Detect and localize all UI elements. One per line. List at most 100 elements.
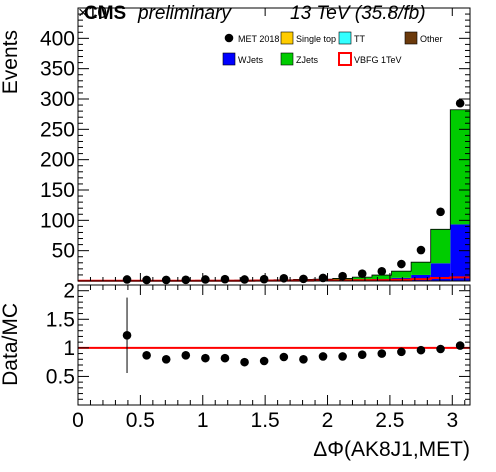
legend-label: VBFG 1TeV [354, 55, 402, 65]
legend-entry: Other [404, 31, 443, 45]
ratio-point [455, 341, 465, 350]
data-point [259, 274, 269, 284]
ratio-points [122, 297, 465, 373]
bar-zjets [391, 271, 412, 278]
legend-entry: WJets [222, 52, 264, 66]
bar-wjets [430, 263, 451, 281]
data-point [181, 275, 191, 285]
lumi-label: 13 TeV (35.8/fb) [290, 3, 426, 24]
bottom-ticks: 0.5 1 1.5 2 0 0.5 1 1.5 2 2.5 3 [46, 280, 470, 432]
legend-swatch [222, 52, 236, 66]
y-tick-label: 50 [52, 240, 75, 263]
legend-label: MET 2018 [238, 34, 279, 44]
legend-label: ZJets [296, 55, 319, 65]
legend-entry: VBFG 1TeV [338, 52, 402, 66]
y-tick-label: 350 [40, 58, 75, 81]
cms-label: CMS [84, 3, 126, 24]
bar-zjets [411, 262, 431, 275]
exponent-label: ×10 [78, 3, 107, 22]
data-point [240, 275, 249, 284]
y-tick-label: 400 [40, 27, 75, 50]
bottom-plot-frame [77, 284, 471, 406]
data-point [318, 273, 328, 283]
data-point [397, 259, 406, 269]
x-tick-label: 1.5 [251, 409, 280, 432]
legend-label: WJets [238, 55, 264, 65]
bottom-frame [77, 284, 471, 406]
y-tick-label: 150 [40, 179, 75, 202]
top-stack-bars [78, 109, 470, 282]
bar-zjets [450, 109, 470, 225]
ratio-point [122, 330, 132, 340]
ratio-point [279, 352, 289, 362]
ratio-y-tick-label: 2 [63, 280, 75, 303]
bar-wjets [411, 274, 431, 281]
legend-swatch [280, 31, 294, 45]
bar-zjets [352, 277, 372, 280]
data-point [455, 98, 465, 108]
ratio-point [338, 352, 347, 361]
ratio-point [201, 353, 210, 363]
ratio-point [397, 347, 406, 357]
x-tick-label: 2 [322, 409, 334, 432]
legend-swatch [280, 52, 294, 66]
bar-zjets [371, 275, 392, 280]
legend-entry: TT [338, 31, 365, 45]
ratio-point [357, 350, 367, 360]
ratio-point [377, 349, 387, 358]
legend-entry: Single top [280, 31, 336, 45]
x-tick-label: 2.5 [375, 409, 404, 432]
y-tick-label: 100 [40, 209, 75, 232]
x-axis-label: ΔΦ(AK8J1,MET) [313, 438, 470, 461]
ratio-point [142, 350, 151, 360]
data-point [161, 275, 171, 285]
data-point [279, 273, 289, 283]
ratio-point [240, 357, 249, 367]
y-tick-label: 300 [40, 88, 75, 111]
legend: MET 2018 Single top TT Other WJets ZJets VBFG … [222, 31, 443, 66]
data-point [299, 274, 308, 284]
x-tick-label: 1 [197, 409, 209, 432]
top-y-ticks: 50 100 150 200 250 300 350 400 [40, 8, 470, 281]
legend-marker [224, 33, 234, 43]
ratio-point [181, 350, 191, 360]
data-point [377, 266, 387, 276]
y-tick-label: 250 [40, 118, 75, 141]
x-tick-label: 0 [72, 409, 84, 432]
x-tick-label: 3 [446, 409, 458, 432]
ratio-point [259, 356, 269, 366]
y-tick-label: 200 [40, 149, 75, 172]
ratio-point [436, 344, 445, 354]
legend-label: TT [354, 34, 365, 44]
data-point [122, 275, 132, 284]
ratio-y-tick-label: 0.5 [46, 365, 75, 388]
ratio-point [299, 354, 308, 364]
legend-swatch [338, 52, 352, 66]
legend-entry: ZJets [280, 52, 319, 66]
data-point [357, 269, 367, 279]
stack-outline [78, 109, 470, 282]
data-point [436, 207, 445, 217]
legend-label: Other [420, 34, 443, 44]
top-data-points [122, 98, 465, 285]
bottom-y-axis-label: Data/MC [0, 303, 22, 386]
preliminary-label: preliminary [137, 3, 232, 24]
ratio-point [318, 352, 328, 361]
top-plot-frame [77, 7, 471, 282]
legend-label: Single top [296, 34, 336, 44]
data-point [142, 275, 151, 285]
ratio-point [161, 354, 171, 364]
ratio-point [220, 353, 230, 363]
ratio-y-tick-label: 1.5 [46, 308, 75, 331]
top-y-axis-label: Events [0, 30, 22, 94]
x-tick-label: 0.5 [126, 409, 155, 432]
ratio-point [416, 345, 426, 355]
legend-swatch [404, 31, 418, 45]
data-point [416, 245, 426, 255]
top-frame [77, 7, 471, 282]
ratio-y-tick-label: 1 [63, 337, 75, 360]
legend-entry: MET 2018 [224, 33, 279, 44]
legend-swatch [338, 31, 352, 45]
bar-zjets [430, 229, 451, 264]
